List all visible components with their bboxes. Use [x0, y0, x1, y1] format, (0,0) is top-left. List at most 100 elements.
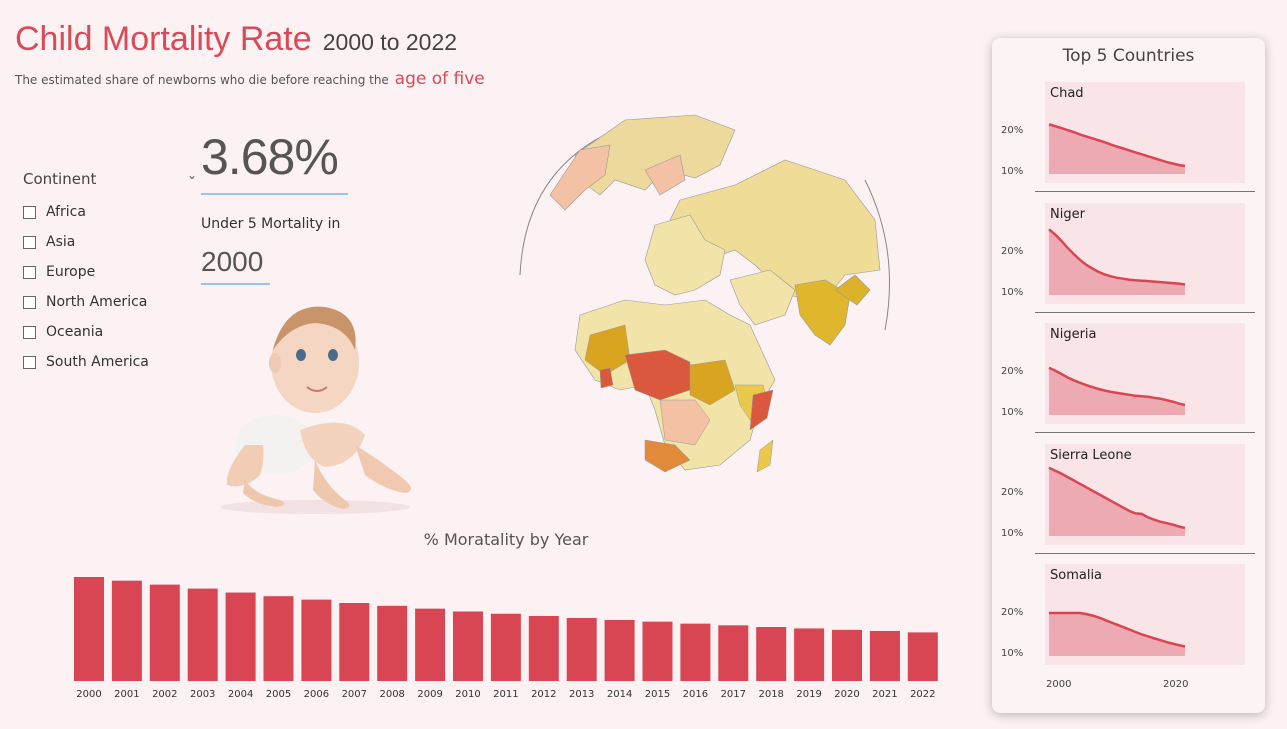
area-line — [1048, 366, 1186, 407]
area-fill — [1049, 229, 1185, 295]
small-multiple-niger[interactable]: Niger 20% 10% — [992, 200, 1265, 320]
bar-2015[interactable] — [642, 621, 673, 681]
x-tick-label: 2007 — [342, 689, 367, 700]
y-tick-label: 10% — [1001, 648, 1024, 659]
small-multiple-chad[interactable]: Chad 20% 10% — [992, 79, 1265, 199]
bar-2014[interactable] — [604, 619, 635, 681]
area-fill — [1049, 124, 1185, 174]
title-range: 2000 to 2022 — [322, 29, 458, 55]
x-tick-label: 2003 — [190, 689, 215, 700]
x-tick-label: 2021 — [872, 689, 897, 700]
x-tick-label: 2013 — [569, 689, 594, 700]
x-tick-label: 2008 — [379, 689, 404, 700]
subtitle-highlight: age of five — [394, 69, 485, 89]
y-tick-label: 10% — [1001, 287, 1024, 298]
slicer-option-label: Europe — [46, 264, 96, 280]
slicer-option-label: North America — [46, 294, 148, 310]
x-tick-label: 2000 — [76, 689, 101, 700]
bar-2002[interactable] — [149, 584, 180, 681]
slicer-option-label: South America — [46, 354, 149, 370]
slicer-option-label: Africa — [46, 204, 86, 220]
slicer-option-asia[interactable]: Asia — [23, 227, 149, 257]
bar-2017[interactable] — [718, 625, 749, 681]
bar-2018[interactable] — [756, 627, 787, 681]
x-tick-label: 2015 — [645, 689, 670, 700]
y-tick-label: 20% — [1001, 607, 1024, 618]
divider — [1035, 191, 1255, 192]
checkbox-icon[interactable] — [23, 355, 36, 369]
y-tick-label: 20% — [1001, 366, 1024, 377]
subtitle-text: The estimated share of newborns who die … — [15, 73, 389, 87]
x-tick-label: 2004 — [228, 689, 253, 700]
x-tick-label: 2014 — [607, 689, 632, 700]
small-multiple-somalia[interactable]: Somalia 20% 10% — [992, 561, 1265, 681]
country-name: Niger — [1050, 207, 1085, 222]
area-line — [1048, 228, 1186, 286]
x-tick-label: 2009 — [417, 689, 442, 700]
x-tick-label: 2006 — [304, 689, 329, 700]
world-globe-map[interactable] — [505, 100, 905, 490]
kpi-label: Under 5 Mortality in — [201, 216, 341, 232]
slicer-option-africa[interactable]: Africa — [23, 197, 149, 227]
slicer-option-north-america[interactable]: North America — [23, 287, 149, 317]
bar-2019[interactable] — [794, 628, 825, 681]
bar-2008[interactable] — [377, 605, 408, 681]
divider — [1035, 432, 1255, 433]
area-line — [1048, 123, 1186, 168]
slicer-option-south-america[interactable]: South America — [23, 347, 149, 377]
x-tick-label: 2010 — [455, 689, 480, 700]
bar-2021[interactable] — [869, 630, 900, 681]
x-tick-label: 2001 — [114, 689, 139, 700]
area-fill — [1049, 613, 1185, 656]
y-tick-label: 10% — [1001, 166, 1024, 177]
small-multiple-sierra-leone[interactable]: Sierra Leone 20% 10% — [992, 441, 1265, 561]
bar-2013[interactable] — [566, 617, 597, 681]
area-chart — [1049, 611, 1186, 656]
divider — [1035, 553, 1255, 554]
bar-chart-title: % Moratality by Year — [423, 530, 589, 549]
report-subtitle: The estimated share of newborns who die … — [15, 69, 485, 89]
bar-2011[interactable] — [490, 613, 521, 681]
x-tick-label: 2020 — [834, 689, 859, 700]
country-name: Chad — [1050, 86, 1084, 101]
bar-2012[interactable] — [528, 616, 559, 681]
small-multiple-nigeria[interactable]: Nigeria 20% 10% — [992, 320, 1265, 440]
checkbox-icon[interactable] — [23, 235, 36, 249]
checkbox-icon[interactable] — [23, 325, 36, 339]
slicer-option-europe[interactable]: Europe — [23, 257, 149, 287]
kpi-underline — [201, 193, 348, 195]
checkbox-icon[interactable] — [23, 295, 36, 309]
y-tick-label: 10% — [1001, 528, 1024, 539]
title-main: Child Mortality Rate — [15, 20, 312, 58]
bar-2000[interactable] — [74, 577, 104, 681]
baby-image — [220, 306, 411, 514]
x-tick-label: 2016 — [683, 689, 708, 700]
checkbox-icon[interactable] — [23, 205, 36, 219]
kpi-year-value: 2000 — [201, 246, 264, 277]
area-line — [1049, 611, 1186, 648]
bar-2003[interactable] — [187, 588, 218, 681]
slicer-header: Continent — [23, 170, 97, 188]
country-name: Nigeria — [1050, 327, 1097, 342]
bar-2001[interactable] — [111, 580, 142, 681]
chevron-down-icon[interactable]: ⌄ — [187, 168, 198, 182]
x-tick-label: 2000 — [1046, 679, 1072, 690]
bar-2020[interactable] — [832, 629, 862, 681]
continent-slicer: Continent Africa Asia Europe North Ameri… — [23, 170, 149, 377]
country-name: Somalia — [1050, 568, 1103, 583]
x-tick-label: 2019 — [796, 689, 821, 700]
panel-title: Top 5 Countries — [1062, 46, 1195, 66]
bar-2005[interactable] — [263, 596, 294, 681]
bar-2022[interactable] — [907, 632, 938, 681]
bar-2004[interactable] — [225, 592, 256, 681]
bar-2009[interactable] — [415, 608, 446, 681]
bar-2016[interactable] — [680, 623, 711, 681]
checkbox-icon[interactable] — [23, 265, 36, 279]
slicer-option-oceania[interactable]: Oceania — [23, 317, 149, 347]
bar-2010[interactable] — [453, 611, 483, 681]
mortality-by-year-bar-chart[interactable]: 2000 2001 2002 2003 2004 2005 2006 2007 2008 2009… — [68, 560, 948, 710]
area-chart — [1048, 228, 1186, 295]
bar-2007[interactable] — [339, 603, 370, 681]
country-name: Sierra Leone — [1050, 448, 1132, 463]
bar-2006[interactable] — [301, 599, 332, 681]
